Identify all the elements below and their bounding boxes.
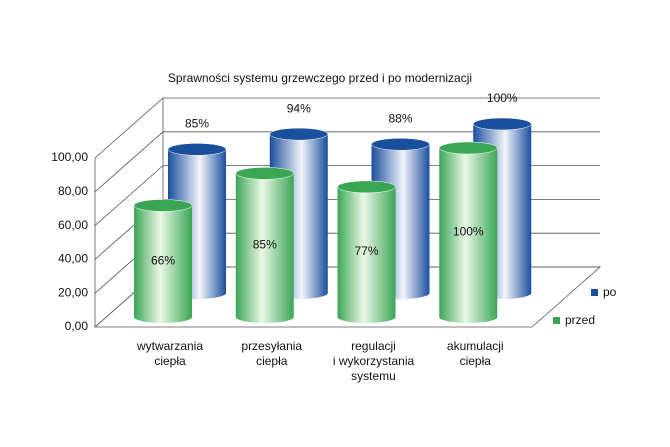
y-tick-label: 60,00 [58,218,88,232]
value-label: 100% [453,225,484,239]
x-tick-label: regulacji i wykorzystania systemu [333,339,415,383]
y-tick-label: 100,00 [51,150,88,164]
cylinder-body [134,205,192,317]
x-tick-label: wytwarzania ciepła [136,339,203,368]
y-tick-label: 20,00 [58,285,88,299]
cylinder-top [473,117,532,131]
grid-line [94,131,600,193]
cylinder [337,180,396,323]
cylinder-body [439,148,498,317]
value-label: 85% [253,237,277,251]
cylinder-top [167,143,227,156]
grid-line [94,97,600,159]
cylinder-body [235,173,294,317]
value-label: 94% [287,101,311,115]
value-label: 66% [151,253,175,267]
cylinder [439,141,498,323]
legend-swatch [591,289,598,296]
legend-swatch [553,317,560,324]
value-label: 100% [487,91,518,105]
x-tick-label: akumulacji ciepła [447,339,504,368]
cylinder [133,199,193,323]
y-tick-label: 80,00 [58,184,88,198]
chart-title: Sprawności systemu grzewczego przed i po… [168,71,472,85]
y-tick-label: 40,00 [58,252,88,266]
x-tick-label: przesyłania ciepła [241,339,302,368]
legend-label: po [603,285,617,299]
value-label: 85% [185,117,209,131]
value-label: 88% [388,111,412,125]
cylinder-body [337,186,396,317]
legend-label: przed [565,313,595,327]
cylinder-top [269,127,328,141]
cylinder-top [371,138,430,151]
cylinder-top [439,141,498,155]
cylinder [235,167,294,323]
cylinder-top [337,180,396,194]
cylinder-top [133,199,193,212]
value-label: 77% [354,244,378,258]
y-tick-label: 0,00 [65,319,89,333]
cylinder-top [235,167,294,180]
